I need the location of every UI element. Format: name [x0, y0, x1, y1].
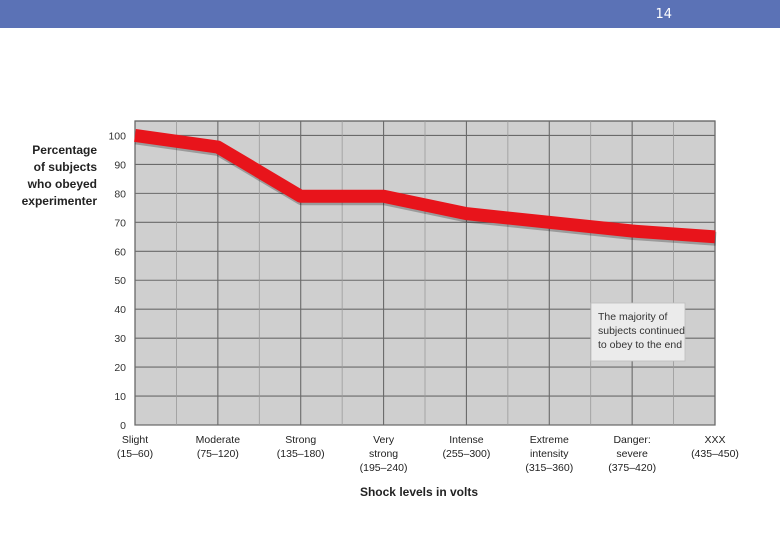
x-axis-label-text: Shock levels in volts: [360, 485, 478, 499]
y-tick-label: 0: [120, 420, 126, 432]
x-category-label: (195–240): [360, 462, 408, 474]
x-category-label: Intense: [449, 434, 484, 446]
x-category-label: Danger:: [613, 434, 650, 446]
y-axis-label-line: of subjects: [34, 160, 98, 174]
x-category-label: (135–180): [277, 448, 325, 460]
y-tick-label: 10: [114, 391, 126, 403]
x-category-label: (75–120): [197, 448, 239, 460]
annotation-background: [590, 302, 686, 362]
y-tick-label: 80: [114, 188, 126, 200]
y-axis-label-line: who obeyed: [27, 177, 97, 191]
x-category-label: intensity: [530, 448, 569, 460]
annotation-line: subjects continued: [598, 325, 685, 337]
x-category-label: Strong: [285, 434, 316, 446]
x-axis-label: Shock levels in volts: [360, 485, 478, 499]
y-tick-label: 100: [108, 130, 126, 142]
annotation-box: The majority of subjects continued to obey…: [590, 302, 686, 362]
y-tick-label: 70: [114, 217, 126, 229]
y-axis-label-line: Percentage: [32, 143, 97, 157]
x-category-label: strong: [369, 448, 398, 460]
y-axis-label: Percentage of subjects who obeyed experimen…: [22, 143, 98, 208]
y-tick-label: 50: [114, 275, 126, 287]
series-line: [134, 129, 717, 246]
x-category-label: XXX: [704, 434, 725, 446]
x-category-label: severe: [616, 448, 648, 460]
x-category-labels: Slight (15–60) Moderate (75–120) Strong (135–…: [117, 434, 739, 474]
y-tick-label: 20: [114, 362, 126, 374]
x-category-label: Slight: [122, 434, 148, 446]
x-category-label: Very: [373, 434, 395, 446]
x-category-label: Moderate: [196, 434, 241, 446]
series-line-obeyed: [134, 129, 716, 244]
page-number: 14: [655, 7, 672, 22]
y-axis-label-line: experimenter: [22, 194, 98, 208]
x-category-label: (255–300): [442, 448, 490, 460]
x-category-label: (315–360): [525, 462, 573, 474]
x-category-label: (375–420): [608, 462, 656, 474]
y-tick-label: 30: [114, 333, 126, 345]
y-tick-label: 40: [114, 304, 126, 316]
x-category-label: Extreme: [530, 434, 569, 446]
y-tick-labels: 0 10 20 30 40 50 60 70 80 90 100: [108, 130, 126, 432]
x-category-label: (15–60): [117, 448, 153, 460]
x-category-label: (435–450): [691, 448, 739, 460]
annotation-line: The majority of: [598, 311, 668, 323]
annotation-line: to obey to the end: [598, 339, 682, 351]
y-tick-label: 60: [114, 246, 126, 258]
y-tick-label: 90: [114, 159, 126, 171]
header-bar: 14: [0, 0, 780, 28]
